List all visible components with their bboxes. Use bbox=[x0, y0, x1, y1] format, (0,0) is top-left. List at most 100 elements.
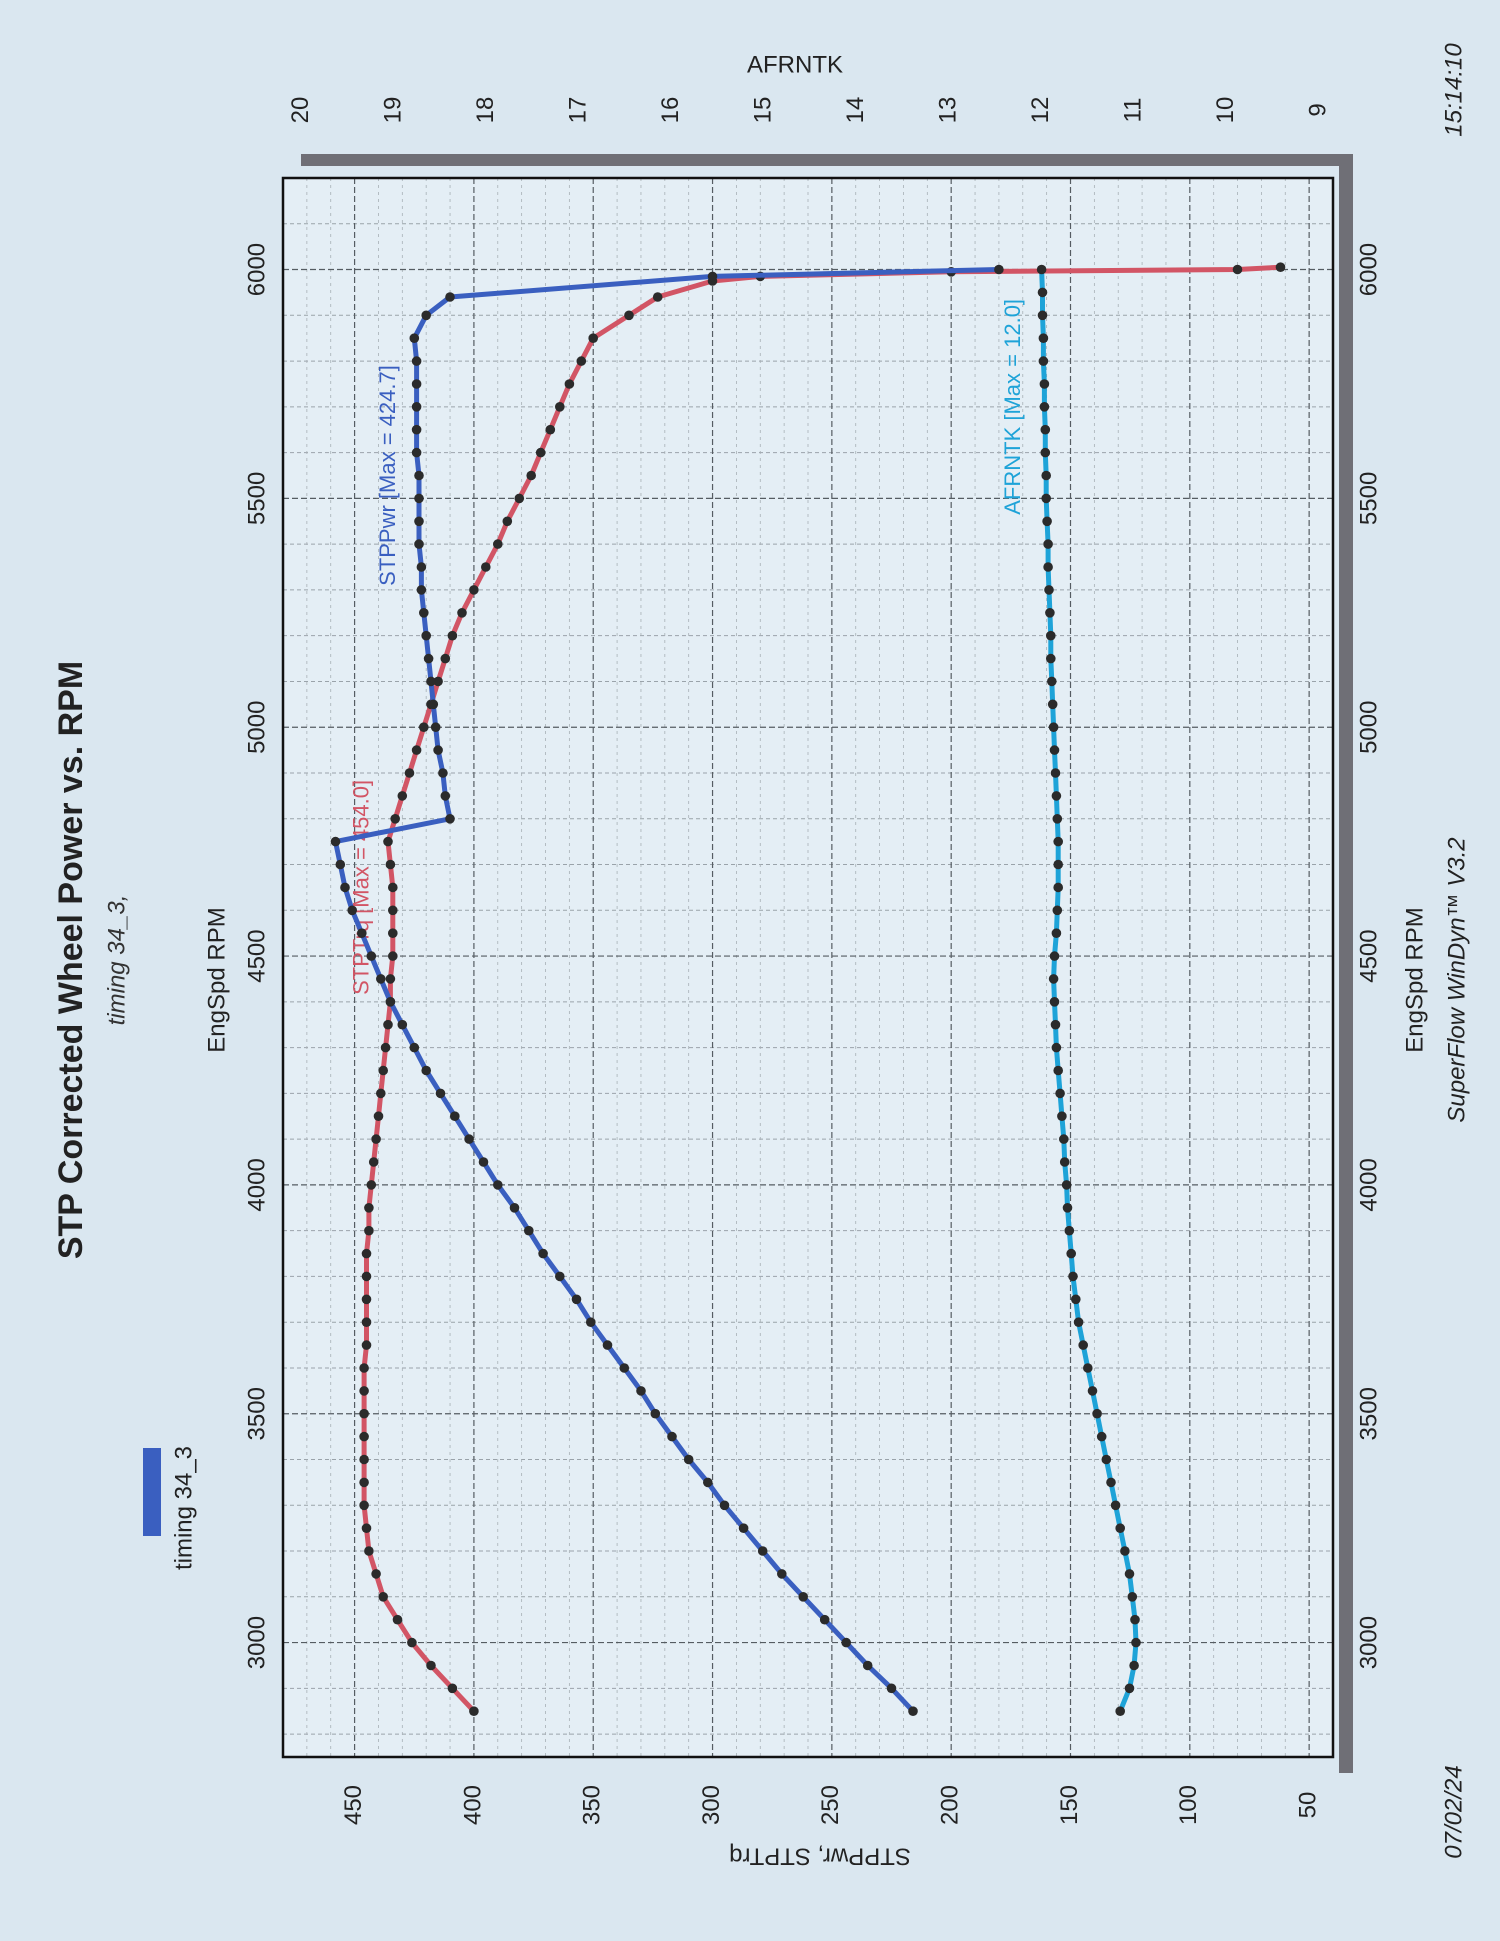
x-axis-label-bottom: EngSpd RPM bbox=[1401, 907, 1428, 1052]
data-point-stptrq bbox=[576, 356, 587, 366]
legend-swatch bbox=[143, 1448, 161, 1536]
data-point-afrntk bbox=[1120, 1546, 1130, 1556]
data-point-stppwr bbox=[430, 722, 441, 732]
x-tick-label-top: 4500 bbox=[243, 929, 270, 982]
data-point-afrntk bbox=[1043, 539, 1053, 549]
data-point-stppwr bbox=[421, 1065, 432, 1076]
x-tick-label-top: 5000 bbox=[243, 701, 270, 754]
data-point-afrntk bbox=[1053, 859, 1063, 870]
data-point-afrntk bbox=[1037, 287, 1048, 298]
data-point-stppwr bbox=[450, 1111, 460, 1121]
data-point-afrntk bbox=[1124, 1683, 1135, 1694]
data-point-stppwr bbox=[397, 1019, 408, 1030]
data-point-stppwr bbox=[555, 1271, 565, 1282]
data-point-afrntk bbox=[1053, 1065, 1063, 1076]
data-point-stppwr bbox=[409, 1042, 420, 1053]
series-annotation-stptrq: STPTrq [Max = 454.0] bbox=[349, 780, 374, 995]
data-point-afrntk bbox=[1130, 1614, 1140, 1625]
shadow-right bbox=[1339, 154, 1353, 1773]
data-point-afrntk bbox=[1051, 1042, 1062, 1053]
data-point-stppwr bbox=[416, 562, 427, 572]
data-point-stppwr bbox=[357, 928, 367, 938]
data-point-stppwr bbox=[719, 1500, 730, 1511]
data-point-stptrq bbox=[388, 951, 398, 961]
data-point-afrntk bbox=[1115, 1523, 1125, 1533]
x-tick-label-top: 4000 bbox=[243, 1158, 270, 1211]
data-point-stppwr bbox=[493, 1180, 503, 1190]
y-left-tick-label: 200 bbox=[937, 1785, 964, 1825]
data-point-stptrq bbox=[469, 1706, 479, 1716]
data-point-stptrq bbox=[359, 1408, 369, 1419]
data-point-stptrq bbox=[383, 1019, 393, 1030]
data-point-stppwr bbox=[414, 539, 424, 549]
data-point-afrntk bbox=[1059, 1157, 1070, 1167]
data-point-stppwr bbox=[411, 424, 422, 435]
data-point-afrntk bbox=[1101, 1454, 1112, 1465]
data-point-afrntk bbox=[1083, 1363, 1093, 1373]
y-left-tick-label: 50 bbox=[1294, 1792, 1321, 1819]
data-point-stppwr bbox=[650, 1408, 661, 1419]
data-point-afrntk bbox=[1038, 333, 1049, 344]
data-point-stptrq bbox=[359, 1500, 369, 1511]
data-point-afrntk bbox=[1055, 1088, 1065, 1099]
data-point-stptrq bbox=[373, 1111, 384, 1121]
data-point-stppwr bbox=[376, 974, 386, 984]
data-point-stptrq bbox=[1275, 262, 1286, 273]
data-point-stppwr bbox=[409, 333, 420, 344]
legend-label: timing 34_3 bbox=[170, 1446, 197, 1570]
data-point-stppwr bbox=[366, 951, 377, 961]
data-point-afrntk bbox=[1038, 356, 1049, 366]
data-point-stppwr bbox=[426, 676, 436, 687]
data-point-afrntk bbox=[1048, 722, 1059, 732]
data-point-afrntk bbox=[1059, 1134, 1069, 1144]
y-right-tick-label: 9 bbox=[1304, 103, 1331, 116]
data-point-stptrq bbox=[426, 1660, 436, 1671]
data-point-afrntk bbox=[1044, 585, 1054, 595]
data-point-stptrq bbox=[624, 310, 634, 321]
grid-minor bbox=[283, 177, 1333, 1757]
data-point-afrntk bbox=[1110, 1500, 1121, 1511]
data-point-stptrq bbox=[526, 470, 536, 481]
series-annotation-stppwr: STPPwr [Max = 424.7] bbox=[375, 365, 400, 586]
data-point-stppwr bbox=[636, 1386, 646, 1396]
x-tick-label-top: 3000 bbox=[243, 1616, 270, 1669]
data-point-stptrq bbox=[383, 836, 393, 847]
data-point-stppwr bbox=[619, 1363, 630, 1373]
data-point-afrntk bbox=[1052, 814, 1063, 824]
data-point-afrntk bbox=[1071, 1294, 1081, 1305]
data-point-stppwr bbox=[421, 630, 432, 641]
data-point-stppwr bbox=[416, 585, 427, 595]
data-point-stptrq bbox=[378, 1065, 389, 1076]
x-tick-label-bottom: 4500 bbox=[1355, 929, 1382, 982]
data-point-afrntk bbox=[1045, 608, 1055, 618]
data-point-afrntk bbox=[1127, 1592, 1138, 1602]
data-point-afrntk bbox=[1039, 379, 1050, 389]
data-point-stppwr bbox=[347, 905, 358, 916]
data-point-stptrq bbox=[385, 859, 396, 870]
x-tick-label-top: 5500 bbox=[243, 472, 270, 525]
y-right-tick-label: 17 bbox=[564, 97, 591, 124]
data-point-afrntk bbox=[1115, 1706, 1125, 1716]
data-point-stptrq bbox=[419, 722, 429, 732]
data-point-stppwr bbox=[538, 1248, 548, 1259]
data-point-stptrq bbox=[469, 585, 479, 595]
data-point-stppwr bbox=[411, 447, 422, 458]
y-right-tick-label: 12 bbox=[1027, 97, 1054, 124]
data-point-afrntk bbox=[1131, 1637, 1141, 1648]
data-point-afrntk bbox=[1057, 1111, 1067, 1121]
data-point-afrntk bbox=[1039, 402, 1050, 412]
data-point-stptrq bbox=[545, 424, 556, 435]
x-tick-label-top: 6000 bbox=[243, 243, 270, 296]
data-point-stptrq bbox=[392, 1614, 403, 1625]
data-point-stppwr bbox=[586, 1317, 596, 1327]
data-point-stppwr bbox=[478, 1157, 489, 1167]
data-point-stptrq bbox=[385, 974, 396, 984]
data-point-stptrq bbox=[588, 333, 598, 344]
data-point-stppwr bbox=[667, 1431, 677, 1442]
data-point-stptrq bbox=[376, 1088, 386, 1099]
data-point-stppwr bbox=[330, 836, 341, 847]
data-point-afrntk bbox=[1092, 1408, 1102, 1419]
data-point-stppwr bbox=[908, 1706, 918, 1716]
data-point-afrntk bbox=[1042, 516, 1052, 527]
data-point-stppwr bbox=[335, 859, 346, 870]
